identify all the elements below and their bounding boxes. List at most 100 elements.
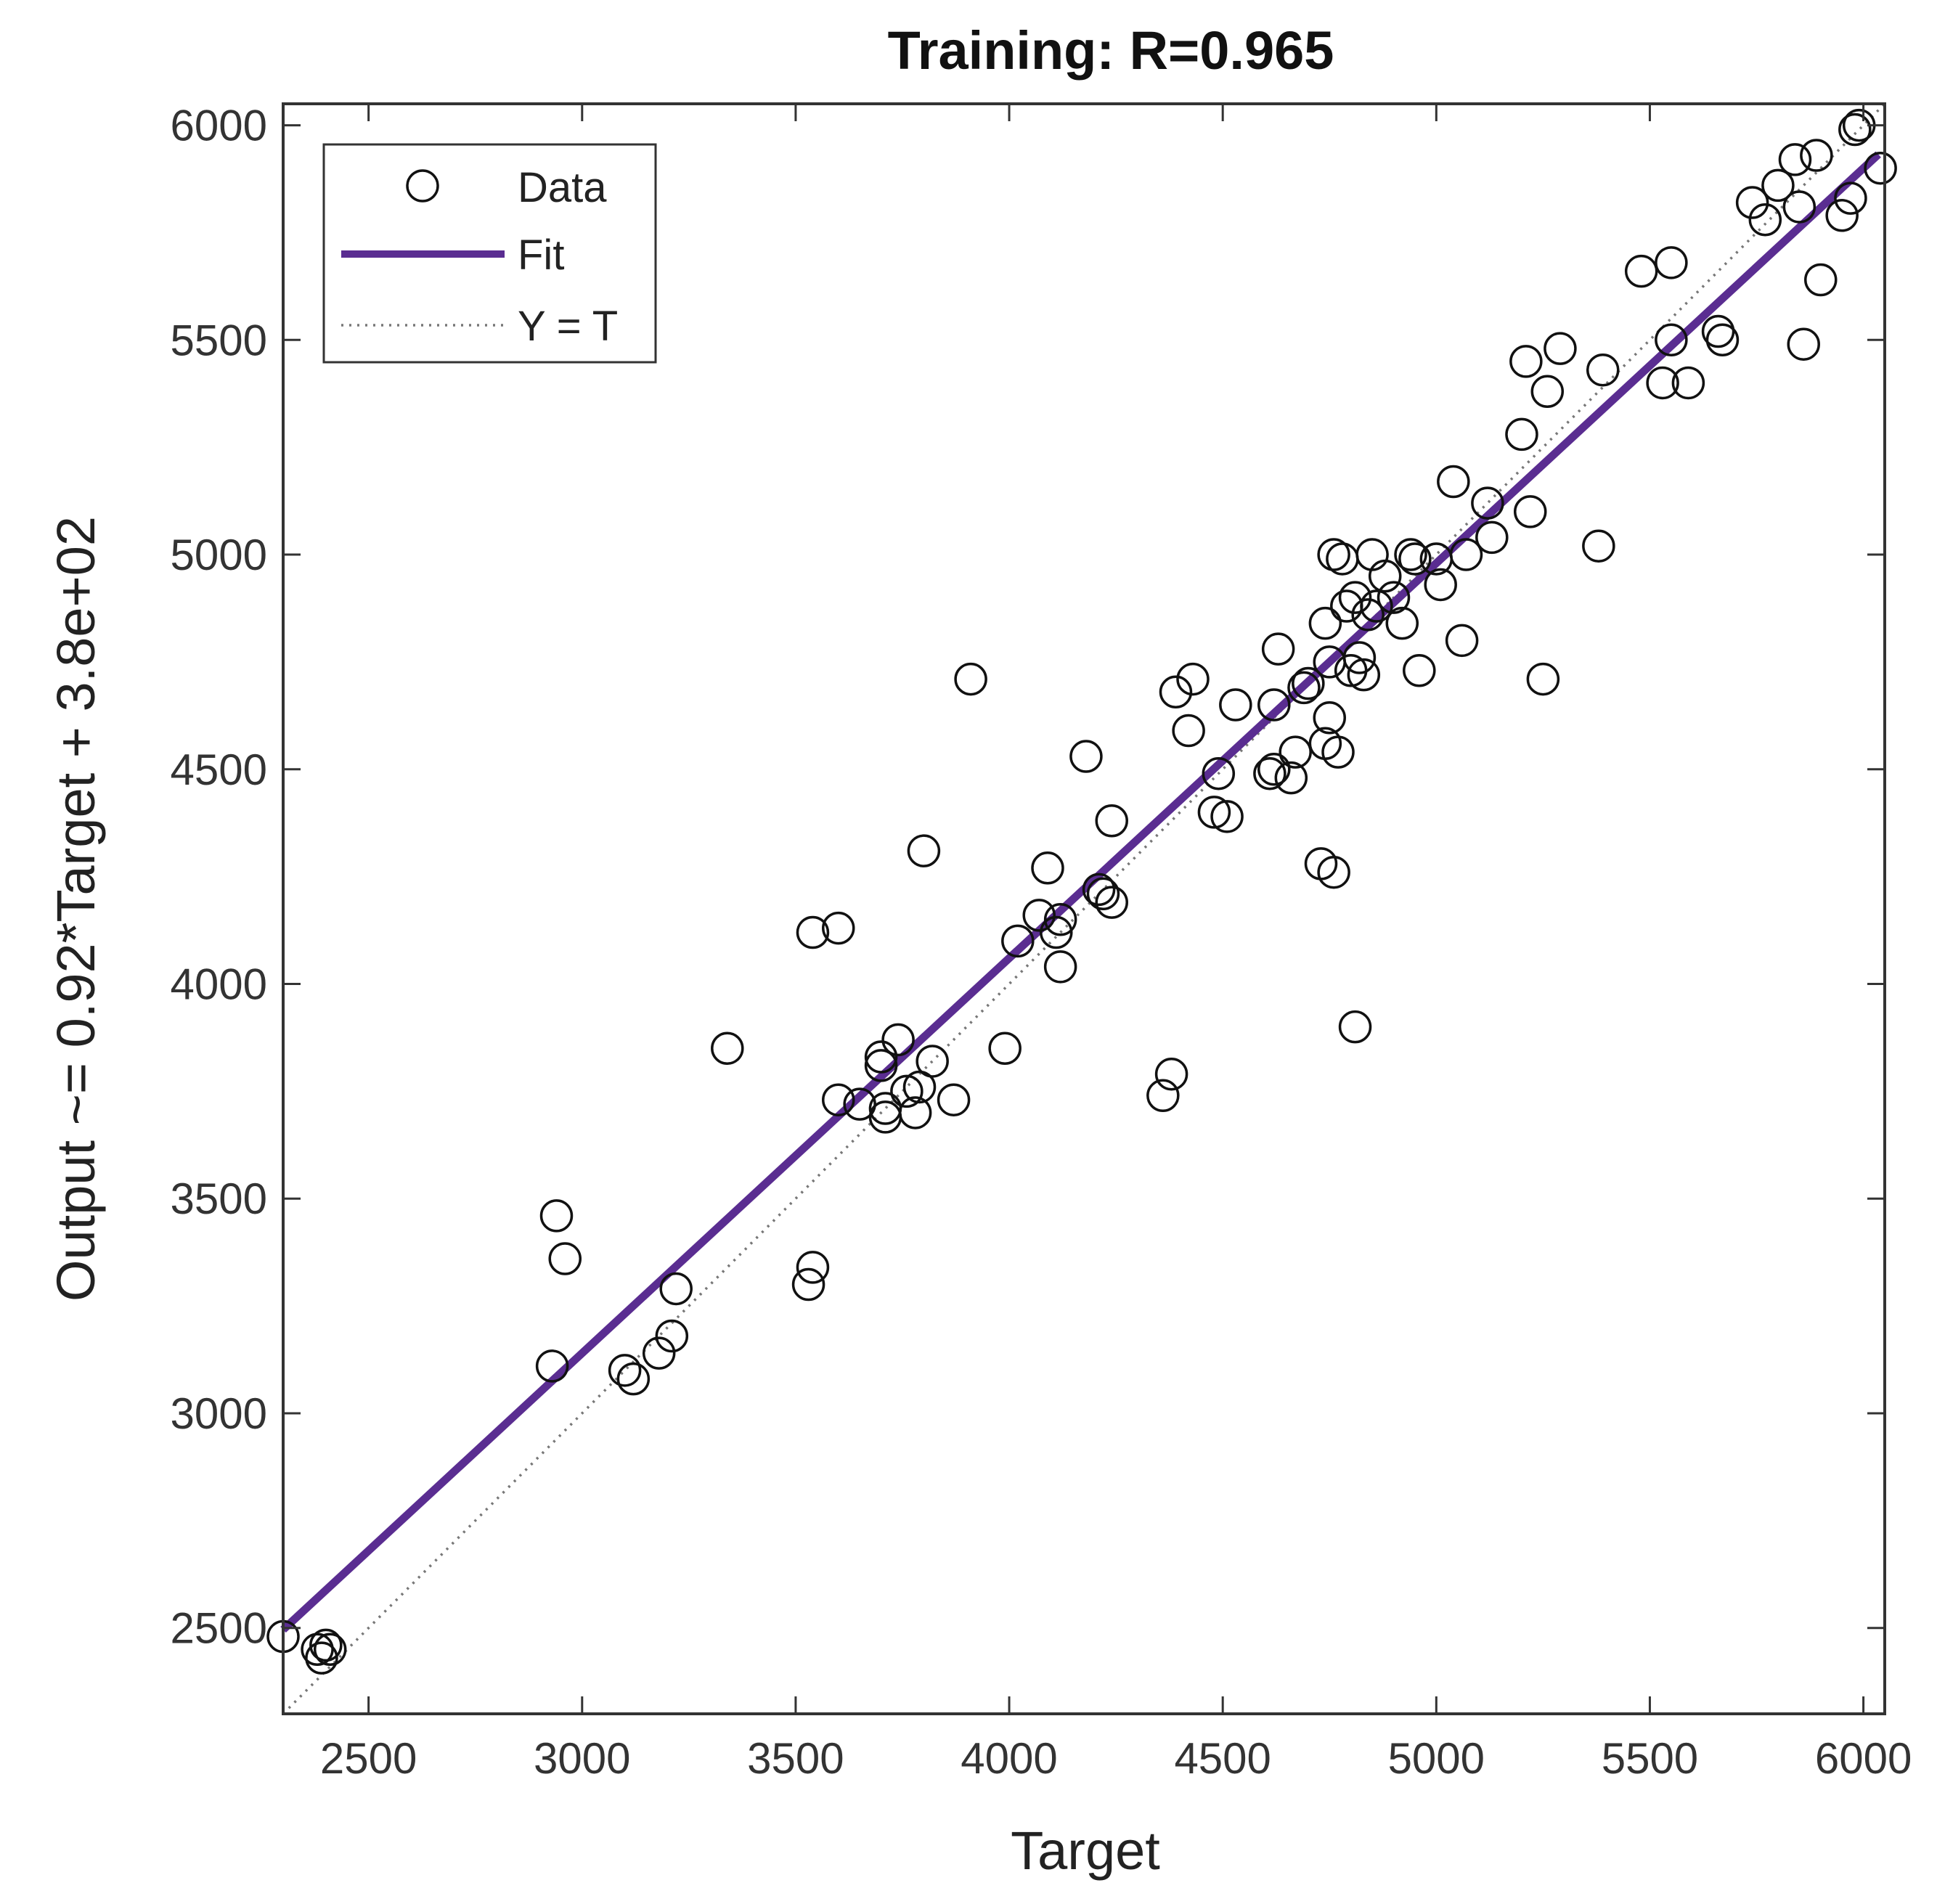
- data-points-layer: [266, 108, 1897, 1675]
- data-point: [1748, 203, 1782, 237]
- data-point: [1701, 314, 1735, 348]
- data-point: [1505, 417, 1538, 452]
- data-point: [1257, 753, 1291, 786]
- data-point: [1308, 606, 1342, 640]
- y-tick-label: 4500: [171, 745, 267, 794]
- data-point: [1424, 568, 1457, 602]
- data-point: [1317, 855, 1350, 889]
- data-point: [954, 662, 987, 696]
- data-point: [711, 1031, 744, 1065]
- data-point: [1351, 598, 1385, 632]
- identity-line: [282, 102, 1886, 1715]
- data-point: [1279, 735, 1312, 769]
- data-point: [1800, 139, 1833, 172]
- data-point: [1321, 735, 1355, 769]
- data-point: [1287, 671, 1321, 705]
- x-tick-label: 4500: [1174, 1734, 1271, 1783]
- data-point: [1253, 756, 1287, 790]
- y-axis-label: Output ~= 0.92*Target + 3.8e+02: [46, 516, 106, 1302]
- data-point: [1317, 538, 1350, 571]
- data-point: [655, 1319, 689, 1353]
- y-tick-label: 3500: [171, 1174, 267, 1223]
- x-tick-label: 2500: [320, 1734, 417, 1783]
- plot-frame: [282, 102, 1886, 1715]
- legend-identity-label: Y = T: [518, 303, 618, 350]
- data-point: [616, 1362, 651, 1396]
- data-point: [1437, 465, 1470, 499]
- data-point: [1394, 538, 1427, 571]
- y-tick-label: 4000: [171, 960, 267, 1009]
- data-point: [796, 915, 830, 949]
- data-point: [937, 1083, 971, 1116]
- data-point: [1526, 662, 1560, 696]
- data-point: [1261, 632, 1295, 666]
- data-point: [1782, 190, 1816, 224]
- data-point: [1864, 151, 1897, 185]
- data-point: [1274, 761, 1308, 795]
- data-point: [1582, 529, 1615, 563]
- y-axis-ticks: 2500 3000 3500 4000 4500 5000 5500 6000: [171, 102, 1885, 1653]
- x-tick-label: 4000: [961, 1734, 1057, 1783]
- data-point: [821, 911, 855, 945]
- data-point: [902, 1070, 937, 1104]
- chart-title: Training: R=0.965: [888, 20, 1334, 81]
- data-point: [301, 1633, 334, 1667]
- data-point: [1368, 559, 1402, 593]
- data-point: [1342, 641, 1377, 674]
- data-point: [821, 1083, 855, 1116]
- identity-line-layer: [282, 102, 1886, 1715]
- x-tick-label: 6000: [1815, 1734, 1912, 1783]
- data-point: [1655, 246, 1688, 279]
- data-point: [898, 1096, 932, 1129]
- data-point: [890, 1074, 923, 1108]
- data-point: [1513, 495, 1547, 528]
- data-point: [1360, 589, 1393, 623]
- x-tick-label: 3500: [747, 1734, 844, 1783]
- x-axis-ticks: 2500 3000 3500 4000 4500 5000 5500 6000: [320, 104, 1912, 1783]
- data-point: [1838, 113, 1872, 147]
- data-point: [1403, 653, 1436, 687]
- data-point: [1095, 804, 1128, 838]
- x-axis-label: Target: [1011, 1821, 1160, 1881]
- data-point: [1069, 740, 1103, 773]
- data-point: [659, 1272, 693, 1306]
- data-point: [1445, 624, 1479, 658]
- x-tick-label: 5500: [1602, 1734, 1698, 1783]
- data-point: [535, 1349, 569, 1383]
- data-point: [1787, 327, 1820, 361]
- data-point: [1176, 662, 1210, 696]
- data-point: [1475, 520, 1509, 555]
- data-point: [881, 1023, 915, 1057]
- fit-line-layer: [280, 151, 1881, 1633]
- data-point: [1001, 924, 1035, 958]
- legend-fit-label: Fit: [518, 232, 564, 279]
- data-point: [1761, 168, 1795, 203]
- data-point: [1159, 675, 1193, 709]
- data-point: [1022, 899, 1056, 932]
- legend-data-label: Data: [518, 164, 607, 211]
- data-point: [1219, 688, 1252, 722]
- y-tick-label: 5000: [171, 531, 267, 579]
- data-point: [843, 1087, 876, 1121]
- fit-line: [280, 151, 1881, 1633]
- data-point: [1834, 181, 1867, 215]
- data-point: [1655, 323, 1688, 357]
- data-point: [548, 1242, 582, 1275]
- legend-data-marker: [406, 169, 439, 203]
- data-point: [1154, 1057, 1188, 1091]
- data-point: [1257, 688, 1291, 722]
- data-point: [791, 1267, 825, 1302]
- data-point: [305, 1641, 338, 1675]
- y-tick-label: 6000: [171, 102, 267, 150]
- data-point: [1377, 581, 1411, 614]
- data-point: [1086, 877, 1120, 911]
- data-point: [1705, 323, 1740, 357]
- data-point: [1313, 701, 1347, 735]
- data-point: [1530, 375, 1565, 409]
- x-tick-label: 5000: [1388, 1734, 1485, 1783]
- data-point: [1509, 345, 1543, 378]
- y-tick-label: 3000: [171, 1389, 267, 1438]
- data-point: [539, 1199, 574, 1233]
- data-point: [1398, 542, 1432, 576]
